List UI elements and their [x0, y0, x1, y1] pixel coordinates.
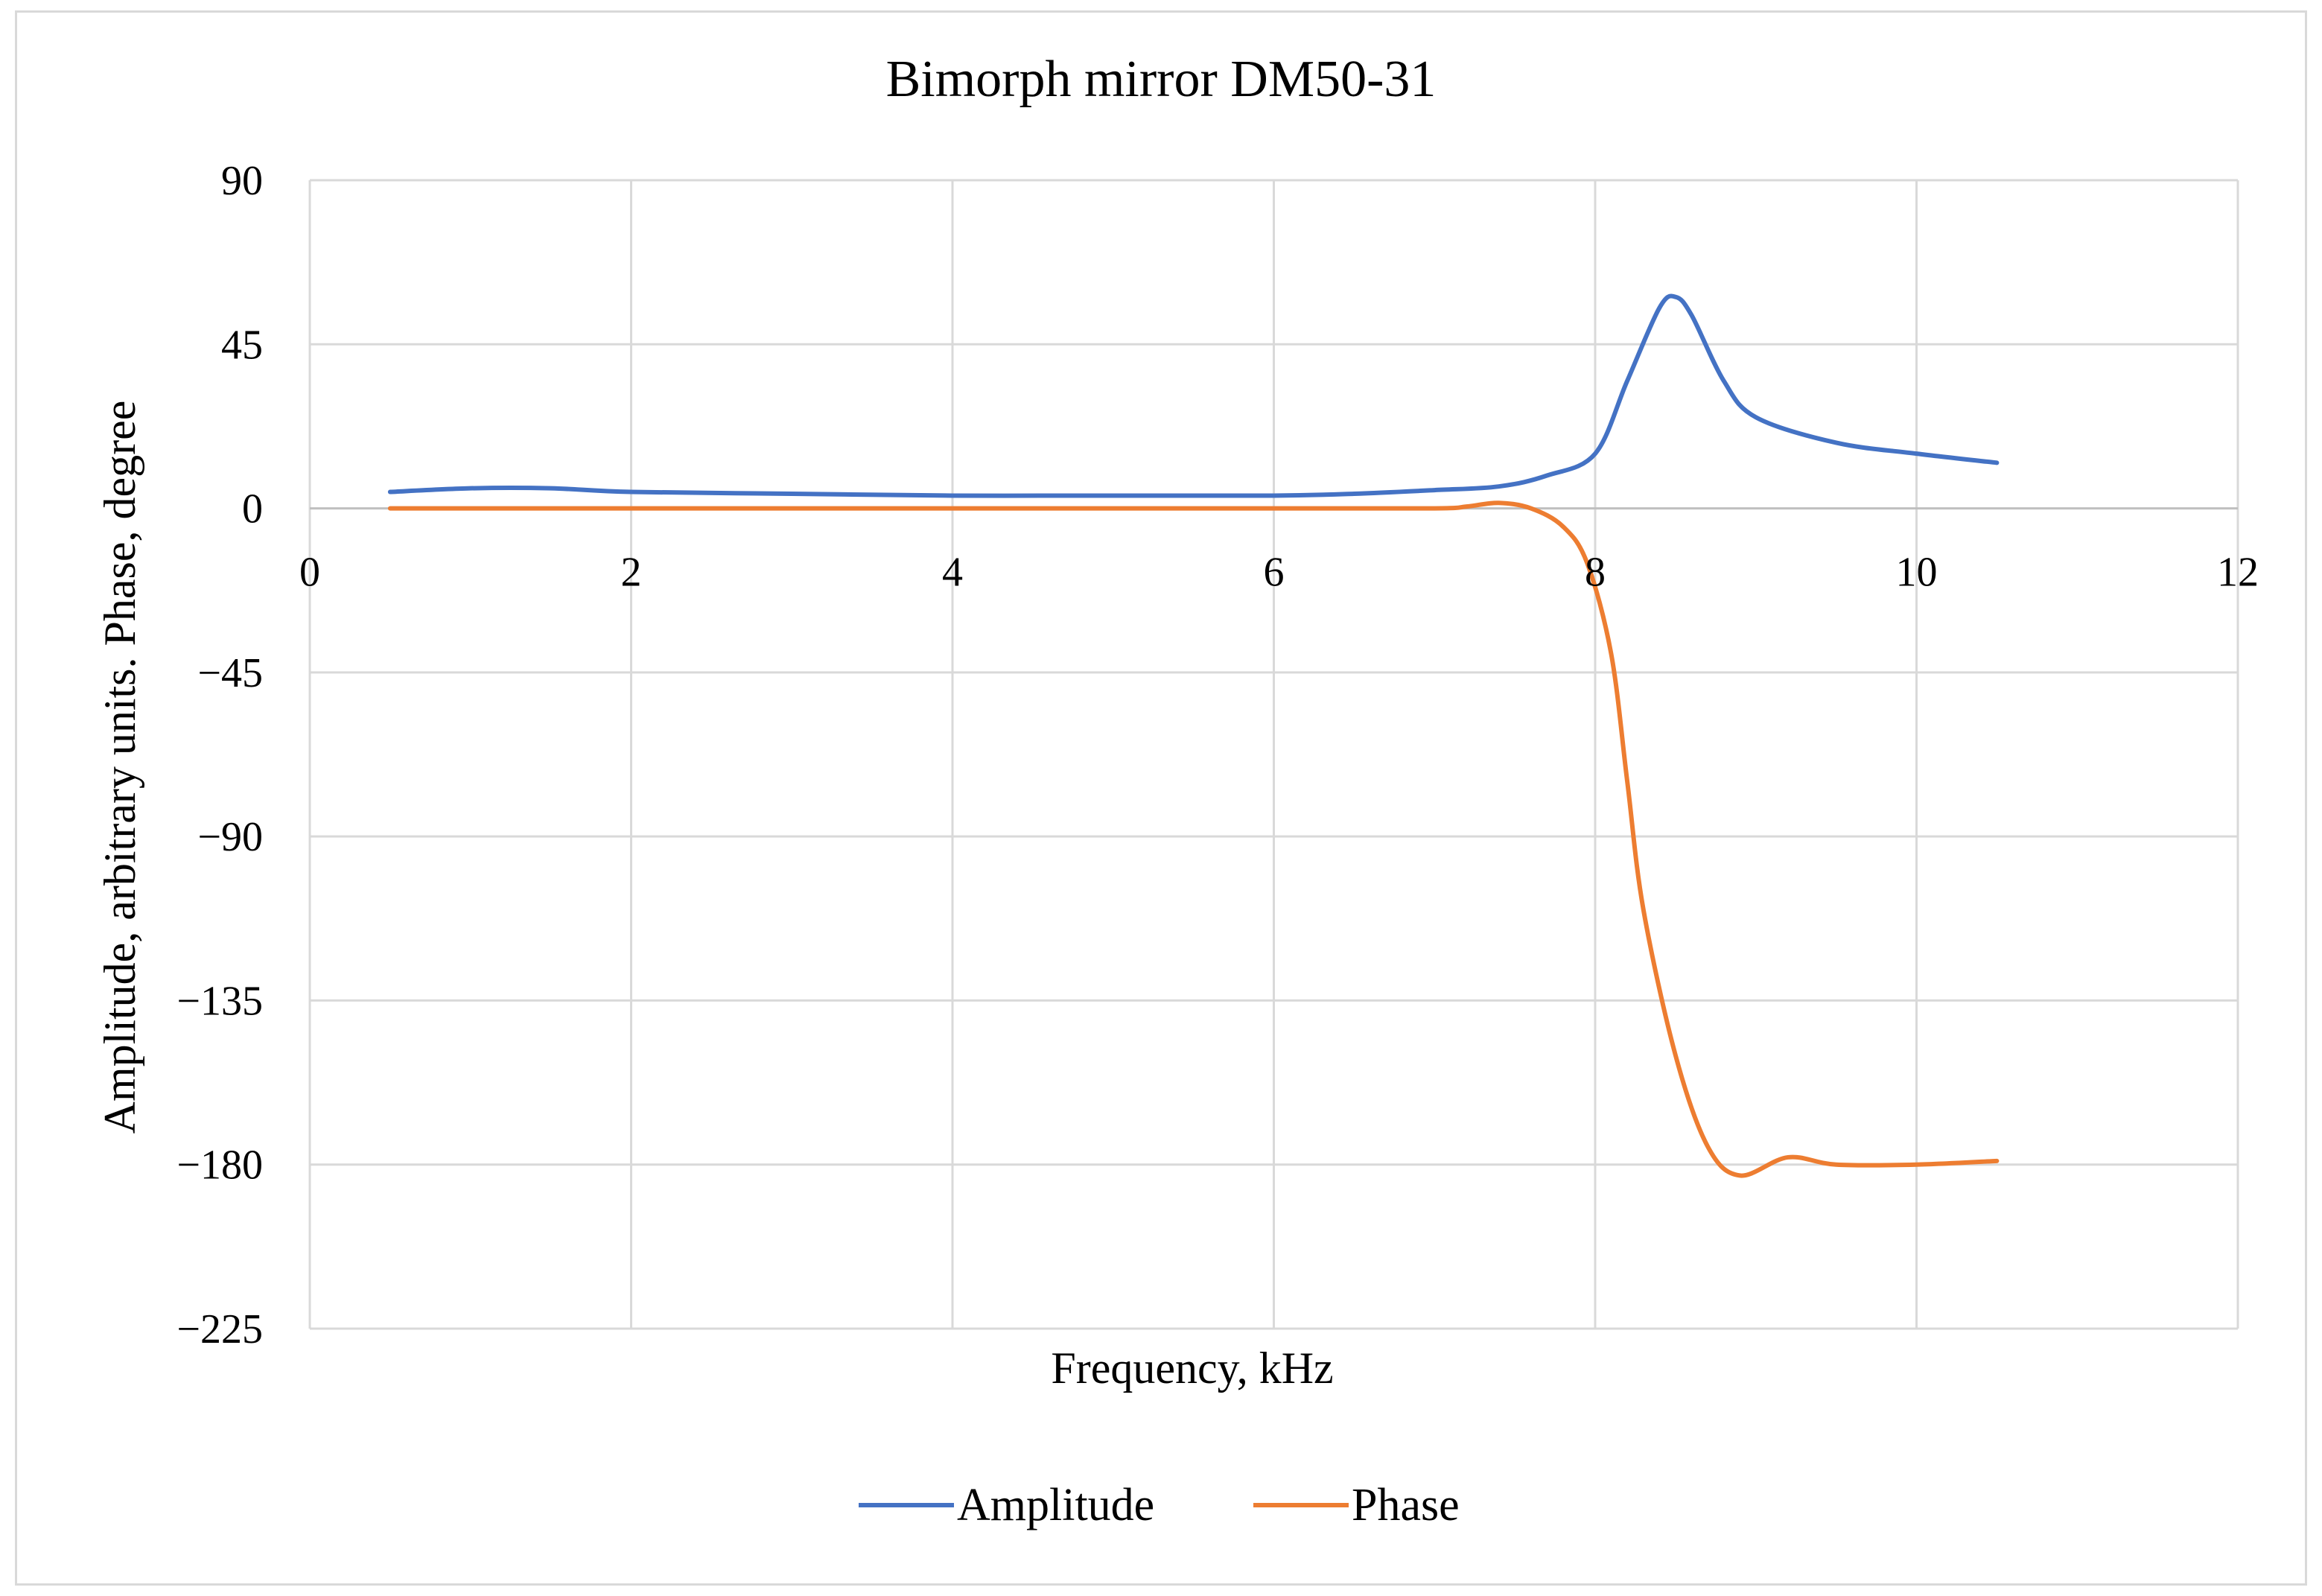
y-tick-label: −225	[176, 1306, 263, 1352]
legend-label-amplitude: Amplitude	[957, 1480, 1154, 1530]
x-tick-label: 6	[1264, 550, 1285, 596]
y-tick-label: −90	[197, 814, 263, 860]
legend: Amplitude Phase	[859, 1480, 1460, 1530]
legend-label-phase: Phase	[1352, 1480, 1460, 1530]
series-line-amplitude	[387, 293, 2000, 498]
series-line-phase	[387, 500, 2000, 1178]
y-tick-label: −45	[197, 650, 263, 696]
chart-title: Bimorph mirror DM50-31	[886, 51, 1437, 108]
y-tick-label: 0	[242, 486, 263, 532]
x-tick-label: 0	[299, 550, 320, 596]
y-tick-label: −180	[176, 1142, 263, 1189]
x-tick-label: 2	[621, 550, 642, 596]
plot-series	[387, 293, 2000, 1178]
grid-lines	[308, 179, 2239, 1330]
x-tick-labels: 0 2 4 6 8 10 12	[299, 550, 2259, 596]
x-tick-label: 8	[1585, 550, 1606, 596]
y-tick-label: 45	[221, 322, 263, 368]
x-tick-label: 12	[2217, 550, 2259, 596]
chart-frame: Bimorph mirror DM50-31 90 45 0 −45 −90 −135 −1…	[15, 10, 2307, 1586]
chart-canvas: Bimorph mirror DM50-31 90 45 0 −45 −90 −135 −1…	[95, 51, 2259, 1530]
y-tick-label: 90	[221, 158, 263, 204]
y-tick-label: −135	[176, 978, 263, 1024]
x-axis-title: Frequency, kHz	[1051, 1344, 1333, 1393]
x-tick-label: 4	[942, 550, 963, 596]
y-axis-title: Amplitude, arbitrary units. Phase, degre…	[95, 401, 144, 1134]
x-tick-label: 10	[1896, 550, 1938, 596]
y-tick-labels: 90 45 0 −45 −90 −135 −180 −225	[176, 158, 263, 1352]
